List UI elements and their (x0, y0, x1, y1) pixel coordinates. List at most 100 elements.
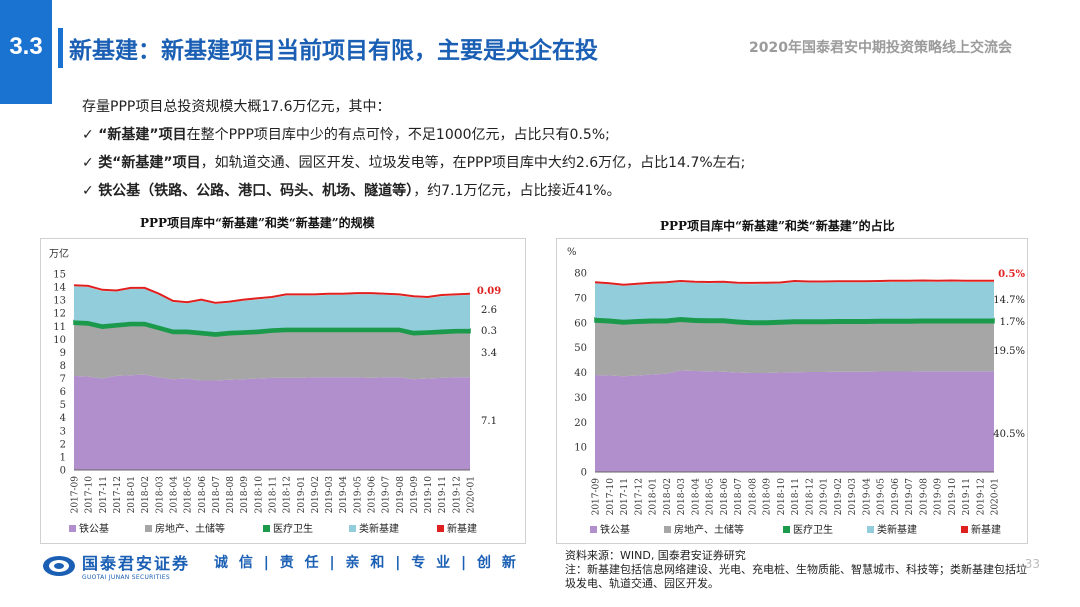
x-tick-label: 2018-10 (777, 478, 787, 516)
x-tick-label: 2019-05 (877, 478, 887, 516)
y-tick-label: 40 (574, 368, 587, 379)
bullet-text: ，如轨道交通、园区开发、垃圾发电等，在PPP项目库中大约2.6万亿，占比14.7… (200, 155, 746, 171)
y-tick-label: 10 (574, 443, 587, 454)
legend-swatch (263, 525, 270, 532)
legend-label: 类新基建 (359, 522, 399, 535)
x-tick-label: 2018-11 (269, 476, 279, 513)
chart-title-share: PPP项目库中“新基建”和类“新基建”的占比 (660, 219, 895, 233)
x-tick-label: 2019-07 (382, 476, 392, 514)
end-value-label: 0.09 (477, 286, 501, 297)
bullet-item: ✓ 类“新基建”项目，如轨道交通、园区开发、垃圾发电等，在PPP项目库中大约2.… (82, 152, 745, 172)
legend-label: 铁公基 (600, 523, 630, 536)
legend-swatch (69, 525, 76, 532)
check-icon: ✓ (82, 183, 94, 199)
y-tick-label: 13 (53, 296, 66, 307)
bullet-text: 在整个PPP项目库中少的有点可怜，不足1000亿元，占比只有0.5%; (186, 127, 610, 143)
series-area-4 (73, 284, 471, 304)
bullet-item: ✓ “新基建”项目在整个PPP项目库中少的有点可怜，不足1000亿元，占比只有0… (82, 124, 610, 144)
end-value-label: 19.5% (993, 346, 1025, 357)
x-tick-label: 2017-10 (606, 478, 616, 516)
y-tick-label: 0 (581, 468, 587, 479)
end-value-label: 2.6 (481, 305, 497, 316)
check-icon: ✓ (82, 155, 94, 171)
x-tick-label: 2020-01 (991, 478, 1001, 515)
company-motto: 诚 信 | 责 任 | 亲 和 | 专 业 | 创 新 (214, 555, 519, 571)
bullet-bold: 铁公基（铁路、公路、港口、码头、机场、隧道等） (98, 183, 414, 199)
x-tick-label: 2018-10 (254, 476, 264, 514)
legend-label: 铁公基 (79, 522, 109, 535)
legend-label: 房地产、土储等 (155, 522, 225, 535)
y-tick-label: 5 (60, 400, 66, 411)
x-tick-label: 2019-02 (834, 478, 844, 515)
legend-label: 医疗卫生 (793, 523, 833, 536)
chart-title-scale: PPP项目库中“新基建”和类“新基建”的规模 (140, 216, 375, 230)
y-tick-label: 30 (574, 393, 587, 404)
series-area-2 (594, 316, 995, 326)
legend-swatch (349, 525, 356, 532)
x-tick-label: 2018-05 (184, 476, 194, 514)
legend-swatch (867, 526, 874, 533)
legend-label: 新基建 (971, 523, 1001, 536)
series-area-0 (595, 370, 994, 472)
y-tick-label: 12 (53, 309, 66, 320)
x-tick-label: 2017-11 (99, 476, 109, 513)
x-tick-label: 2018-02 (663, 478, 673, 515)
x-tick-label: 2019-12 (976, 478, 986, 515)
x-tick-label: 2019-08 (396, 476, 406, 514)
x-tick-label: 2019-01 (820, 478, 830, 515)
x-tick-label: 2018-08 (748, 478, 758, 516)
x-tick-label: 2017-11 (620, 478, 630, 515)
x-tick-label: 2018-01 (649, 478, 659, 515)
bullet-text: ，约7.1万亿元，占比接近41%。 (413, 183, 621, 199)
series-area-1 (595, 321, 994, 377)
x-tick-label: 2019-08 (919, 478, 929, 516)
intro-text: 存量PPP项目总投资规模大概17.6万亿元，其中： (82, 99, 391, 115)
x-tick-label: 2017-12 (634, 478, 644, 515)
x-tick-label: 2018-08 (226, 476, 236, 514)
y-tick-label: 6 (60, 387, 66, 398)
x-tick-label: 2019-12 (452, 476, 462, 513)
end-value-label: 1.7% (1000, 317, 1025, 328)
y-tick-label: 4 (60, 413, 66, 424)
chart-scale: 万亿 0 1 2 3 4 5 6 7 8 9 10 11 12 13 14 15 2017-09 2017-10 20… (40, 238, 526, 544)
chart-share: % 0 10 20 30 40 50 60 70 80 2017-09 2017-10 2017-11 2… (556, 238, 1028, 544)
x-tick-label: 2018-12 (283, 476, 293, 513)
x-tick-label: 2018-07 (734, 478, 744, 516)
legend-swatch (145, 525, 152, 532)
series-area-1 (74, 324, 470, 381)
logo-icon (42, 555, 76, 577)
y-tick-label: 15 (53, 270, 66, 281)
end-value-label: 14.7% (993, 295, 1025, 306)
conference-name: 2020年国泰君安中期投资策略线上交流会 (749, 40, 1012, 56)
y-tick-label: 20 (574, 418, 587, 429)
series-area-3 (74, 286, 470, 333)
chart-share-svg: % 0 10 20 30 40 50 60 70 80 2017-09 2017-10 2017-11 2… (567, 247, 1025, 536)
x-tick-label: 2018-03 (155, 476, 165, 514)
end-value-label: 7.1 (481, 416, 497, 427)
y-axis-unit: % (567, 247, 577, 258)
page-title: 新基建：新基建项目当前项目有限，主要是央企在投 (69, 38, 598, 64)
x-tick-label: 2019-10 (424, 476, 434, 514)
section-number: 3.3 (0, 0, 52, 104)
x-tick-label: 2020-01 (467, 476, 477, 513)
y-tick-label: 60 (574, 318, 587, 329)
end-value-label: 3.4 (481, 348, 497, 359)
y-tick-label: 70 (574, 293, 587, 304)
note-text: 注：新基建包括信息网络建设、光电、充电桩、生物质能、智慧城市、科技等；类新基建包… (565, 563, 1027, 590)
legend-swatch (437, 525, 444, 532)
legend-label: 新基建 (447, 522, 477, 535)
y-tick-label: 10 (53, 335, 66, 346)
x-tick-label: 2019-06 (891, 478, 901, 516)
x-tick-label: 2018-12 (805, 478, 815, 515)
y-tick-label: 80 (574, 269, 587, 280)
legend-label: 医疗卫生 (273, 522, 313, 535)
x-tick-label: 2018-05 (706, 478, 716, 516)
x-tick-label: 2019-02 (311, 476, 321, 513)
x-tick-label: 2018-03 (677, 478, 687, 516)
title-accent-bar (58, 28, 63, 68)
x-tick-label: 2019-09 (934, 478, 944, 516)
x-tick-label: 2019-04 (339, 476, 349, 514)
legend-label: 房地产、土储等 (674, 523, 744, 536)
x-tick-label: 2018-06 (720, 478, 730, 516)
